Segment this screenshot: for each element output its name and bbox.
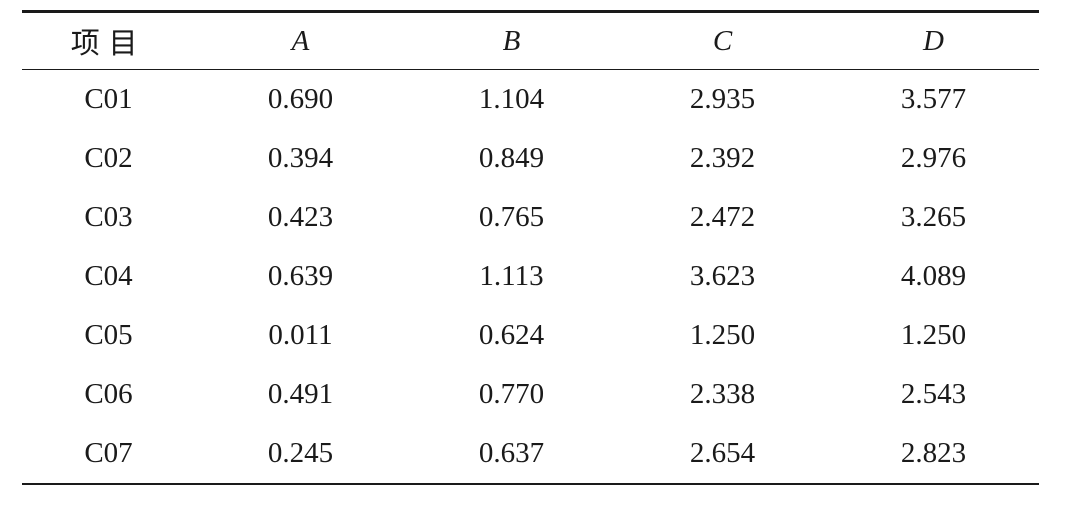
table-cell: 0.394 bbox=[267, 142, 334, 174]
table-cell: 0.245 bbox=[267, 437, 334, 469]
table-row: C04 0.639 1.113 3.623 4.089 bbox=[22, 247, 1039, 306]
table-cell: 0.849 bbox=[478, 142, 545, 174]
table-cell: 2.935 bbox=[689, 83, 756, 115]
table-row: C03 0.423 0.765 2.472 3.265 bbox=[22, 188, 1039, 247]
table-cell: 4.089 bbox=[900, 260, 967, 292]
row-label: C06 bbox=[84, 378, 133, 410]
table-cell: 0.770 bbox=[478, 378, 545, 410]
table-cell: 0.765 bbox=[478, 201, 545, 233]
row-label: C02 bbox=[84, 142, 133, 174]
row-label: C01 bbox=[84, 83, 133, 115]
table-cell: 0.637 bbox=[478, 437, 545, 469]
table-row: C01 0.690 1.104 2.935 3.577 bbox=[22, 70, 1039, 130]
table-cell: 3.623 bbox=[689, 260, 756, 292]
column-header-item: 项目 bbox=[70, 28, 147, 60]
row-label: C03 bbox=[84, 201, 133, 233]
table-cell: 0.624 bbox=[478, 319, 545, 351]
data-table: 项目 A B C D C01 0.690 1.104 2.935 3.577 C… bbox=[22, 10, 1039, 485]
table-row: C07 0.245 0.637 2.654 2.823 bbox=[22, 424, 1039, 484]
table-cell: 0.491 bbox=[267, 378, 334, 410]
table-cell: 2.823 bbox=[900, 437, 967, 469]
table-row: C02 0.394 0.849 2.392 2.976 bbox=[22, 129, 1039, 188]
table-cell: 3.265 bbox=[900, 201, 967, 233]
column-header-a: A bbox=[291, 24, 310, 57]
table-cell: 2.338 bbox=[689, 378, 756, 410]
table-cell: 2.543 bbox=[900, 378, 967, 410]
table-cell: 2.472 bbox=[689, 201, 756, 233]
table-cell: 1.250 bbox=[689, 319, 756, 351]
row-label: C04 bbox=[84, 260, 133, 292]
table-cell: 2.392 bbox=[689, 142, 756, 174]
table-cell: 0.011 bbox=[268, 319, 333, 351]
table-cell: 1.113 bbox=[479, 260, 544, 292]
table-cell: 3.577 bbox=[900, 83, 967, 115]
page: 项目 A B C D C01 0.690 1.104 2.935 3.577 C… bbox=[0, 10, 1086, 517]
header-row: 项目 A B C D bbox=[22, 12, 1039, 70]
table-row: C05 0.011 0.624 1.250 1.250 bbox=[22, 306, 1039, 365]
table-cell: 1.104 bbox=[478, 83, 545, 115]
table-row: C06 0.491 0.770 2.338 2.543 bbox=[22, 365, 1039, 424]
table-cell: 2.654 bbox=[689, 437, 756, 469]
table-cell: 2.976 bbox=[900, 142, 967, 174]
table-cell: 1.250 bbox=[900, 319, 967, 351]
column-header-b: B bbox=[502, 24, 521, 57]
table-cell: 0.639 bbox=[267, 260, 334, 292]
row-label: C07 bbox=[84, 437, 133, 469]
table-cell: 0.690 bbox=[267, 83, 334, 115]
table-cell: 0.423 bbox=[267, 201, 334, 233]
column-header-d: D bbox=[923, 24, 944, 57]
row-label: C05 bbox=[84, 319, 133, 351]
column-header-c: C bbox=[712, 24, 733, 57]
